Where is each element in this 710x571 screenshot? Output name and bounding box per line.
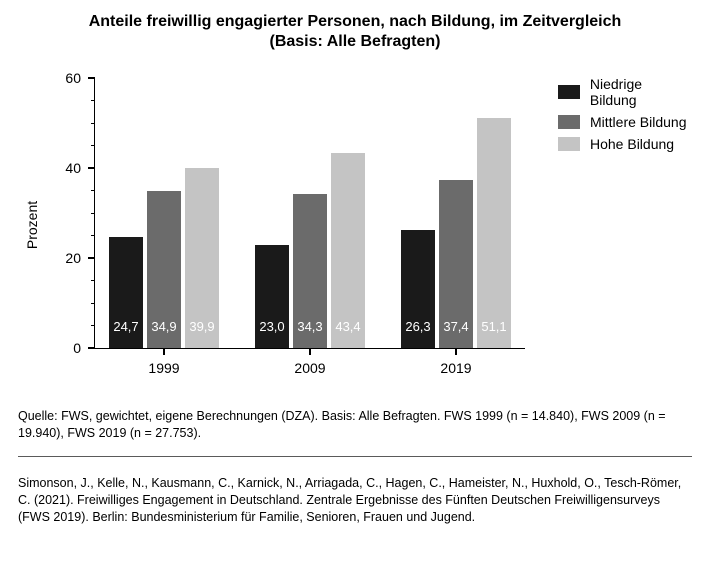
x-tick-label: 2009 xyxy=(294,348,325,376)
y-minor-tick xyxy=(91,235,95,236)
chart-title: Anteile freiwillig engagierter Personen,… xyxy=(58,12,652,52)
bar: 37,4 xyxy=(439,180,473,348)
x-tick-label: 1999 xyxy=(148,348,179,376)
title-line-1: Anteile freiwillig engagierter Personen,… xyxy=(89,13,622,30)
y-minor-tick xyxy=(91,123,95,124)
bar-value-label: 26,3 xyxy=(401,319,435,334)
y-minor-tick xyxy=(91,325,95,326)
legend-label: Hohe Bildung xyxy=(590,136,674,152)
separator xyxy=(18,456,692,457)
y-minor-tick xyxy=(91,303,95,304)
bar: 51,1 xyxy=(477,118,511,348)
bar-value-label: 24,7 xyxy=(109,319,143,334)
y-tick-label: 60 xyxy=(65,70,95,86)
y-minor-tick xyxy=(91,280,95,281)
y-minor-tick xyxy=(91,190,95,191)
legend-swatch xyxy=(558,85,580,99)
y-tick-label: 20 xyxy=(65,250,95,266)
legend-item: Niedrige Bildung xyxy=(558,76,692,108)
title-line-2: (Basis: Alle Befragten) xyxy=(270,33,441,50)
legend-label: Niedrige Bildung xyxy=(590,76,692,108)
legend-label: Mittlere Bildung xyxy=(590,114,687,130)
bar: 23,0 xyxy=(255,245,289,349)
bar-value-label: 34,9 xyxy=(147,319,181,334)
bar: 34,9 xyxy=(147,191,181,348)
legend-swatch xyxy=(558,137,580,151)
bar-value-label: 34,3 xyxy=(293,319,327,334)
x-tick-label: 2019 xyxy=(440,348,471,376)
citation: Simonson, J., Kelle, N., Kausmann, C., K… xyxy=(18,475,692,526)
y-minor-tick xyxy=(91,145,95,146)
chart-area: Prozent 0 20 40 60 1999 24,7 34,9 39,9 2009 23,0 3… xyxy=(18,60,692,390)
legend-item: Mittlere Bildung xyxy=(558,114,692,130)
bar-value-label: 39,9 xyxy=(185,319,219,334)
legend: Niedrige Bildung Mittlere Bildung Hohe Bil… xyxy=(558,76,692,158)
legend-swatch xyxy=(558,115,580,129)
bar-value-label: 37,4 xyxy=(439,319,473,334)
bar-value-label: 23,0 xyxy=(255,319,289,334)
y-tick-label: 0 xyxy=(73,340,95,356)
bar: 26,3 xyxy=(401,230,435,348)
bar: 39,9 xyxy=(185,168,219,348)
y-minor-tick xyxy=(91,213,95,214)
y-axis-label: Prozent xyxy=(24,201,40,249)
source-note: Quelle: FWS, gewichtet, eigene Berechnun… xyxy=(18,408,692,442)
bar: 34,3 xyxy=(293,194,327,348)
bar-value-label: 51,1 xyxy=(477,319,511,334)
legend-item: Hohe Bildung xyxy=(558,136,692,152)
y-minor-tick xyxy=(91,100,95,101)
y-tick-label: 40 xyxy=(65,160,95,176)
plot-region: 0204060199924,734,939,9200923,034,343,42… xyxy=(94,78,525,349)
bar: 24,7 xyxy=(109,237,143,348)
bar-value-label: 43,4 xyxy=(331,319,365,334)
bar: 43,4 xyxy=(331,153,365,348)
